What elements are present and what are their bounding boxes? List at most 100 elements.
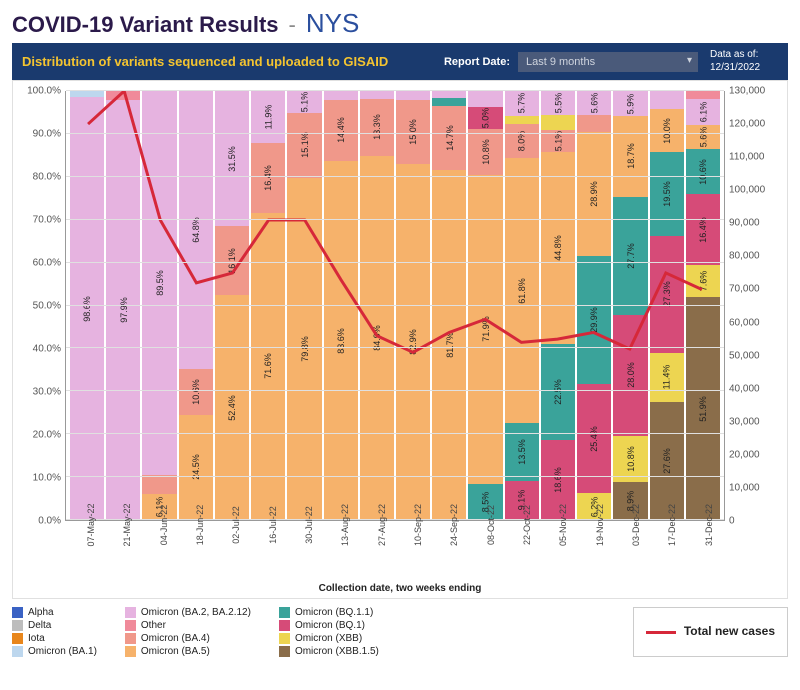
segment-label: 27.3%	[662, 281, 672, 307]
legend-item: Omicron (BQ.1.1)	[279, 607, 379, 618]
report-date-select[interactable]: Last 9 months	[518, 52, 698, 72]
segment-label: 16.4%	[263, 165, 273, 191]
segment-label: 11.4%	[662, 365, 672, 390]
x-axis-label: Collection date, two weeks ending	[19, 583, 781, 594]
legend-item: Omicron (BA.5)	[125, 646, 251, 657]
y-axis-right: 010,00020,00030,00040,00050,00060,00070,…	[725, 91, 781, 521]
bar-segment: 79.8%	[287, 178, 321, 520]
panel-header: Distribution of variants sequenced and u…	[12, 43, 788, 80]
y-left-tick: 50.0%	[33, 301, 61, 312]
segment-label: 10.8%	[481, 139, 491, 165]
bar-column: 14.7%81.7%	[432, 91, 466, 520]
y-right-tick: 40,000	[729, 383, 760, 394]
bar-segment: 71.6%	[251, 213, 285, 520]
y-right-tick: 20,000	[729, 449, 760, 460]
bar-segment: 61.8%	[505, 158, 539, 423]
bar-segment: 8.0%	[505, 124, 539, 158]
segment-label: 13.5%	[517, 439, 527, 465]
bar-column: 89.5%6.1%	[142, 91, 176, 520]
bars-group: 98.6%97.9%89.5%6.1%64.8%10.6%24.5%31.5%1…	[66, 91, 724, 520]
y-left-tick: 100.0%	[27, 86, 61, 97]
segment-label: 31.5%	[227, 146, 237, 172]
legend-label: Omicron (XBB)	[295, 633, 362, 644]
segment-label: 71.9%	[481, 317, 491, 343]
segment-label: 51.9%	[698, 396, 708, 422]
segment-label: 71.6%	[263, 354, 273, 380]
segment-label: 25.4%	[589, 426, 599, 452]
bar-column: 97.9%	[106, 91, 140, 520]
segment-label: 27.7%	[625, 243, 635, 269]
bar-segment: 7.6%	[686, 265, 720, 298]
bar-segment: 10.8%	[613, 436, 647, 482]
bar-segment: 81.7%	[432, 170, 466, 520]
y-right-tick: 70,000	[729, 284, 760, 295]
segment-label: 15.1%	[299, 133, 309, 159]
x-tick-label: 16-Jul-22	[268, 506, 278, 544]
segment-label: 16.4%	[698, 217, 708, 243]
bar-column: 31.5%16.1%52.4%	[215, 91, 249, 520]
bar-segment: 29.9%	[577, 256, 611, 384]
bar-segment: 22.5%	[541, 344, 575, 441]
legend-swatch	[125, 620, 136, 631]
y-left-tick: 10.0%	[33, 473, 61, 484]
segment-label: 5.6%	[698, 127, 708, 148]
y-left-tick: 40.0%	[33, 344, 61, 355]
bar-segment: 27.3%	[650, 236, 684, 353]
bar-column: 15.0%82.9%	[396, 91, 430, 520]
legend-label: Alpha	[28, 607, 54, 618]
x-tick-label: 05-Nov-22	[558, 504, 568, 546]
segment-label: 82.9%	[408, 329, 418, 355]
x-tick: 16-Jul-22	[251, 521, 285, 581]
bar-segment	[324, 91, 358, 100]
x-tick: 03-Dec-22	[614, 521, 648, 581]
bar-segment: 14.4%	[324, 100, 358, 162]
legend-label: Omicron (BA.2, BA.2.12)	[141, 607, 251, 618]
x-tick: 17-Dec-22	[650, 521, 684, 581]
bar-segment: 71.9%	[468, 175, 502, 483]
bar-column: 6.1% 5.6% 10.6% 16.4% 7.6% 51.9%	[686, 91, 720, 520]
legend-swatch	[12, 620, 23, 631]
report-date-block: Report Date: Last 9 months	[444, 52, 698, 72]
bar-segment: 10.6%	[179, 369, 213, 414]
x-tick: 18-Jun-22	[178, 521, 212, 581]
x-tick-label: 04-Jun-22	[159, 505, 169, 546]
y-left-tick: 20.0%	[33, 430, 61, 441]
grid-line	[66, 433, 724, 434]
bar-column: 5.5%5.1%44.8%22.5%18.6%	[541, 91, 575, 520]
segment-label: 6.1%	[698, 102, 708, 123]
x-tick-label: 07-May-22	[86, 503, 96, 546]
x-tick-label: 08-Oct-22	[486, 505, 496, 545]
bar-segment: 13.3%	[360, 99, 394, 156]
segment-label: 19.5%	[662, 181, 672, 207]
bar-segment	[686, 91, 720, 99]
grid-line	[66, 262, 724, 263]
x-tick: 31-Dec-22	[687, 521, 721, 581]
chart-container: 0.0%10.0%20.0%30.0%40.0%50.0%60.0%70.0%8…	[12, 80, 788, 599]
legend-line-text-1: Total new cases	[684, 625, 775, 639]
legend: AlphaDeltaIotaOmicron (BA.1)Omicron (BA.…	[12, 607, 788, 657]
segment-label: 29.9%	[589, 308, 599, 334]
legend-item: Omicron (BQ.1)	[279, 620, 379, 631]
bar-column: 98.6%	[70, 91, 104, 520]
x-tick: 21-May-22	[105, 521, 139, 581]
bar-segment: 10.8%	[468, 129, 502, 175]
segment-label: 5.0%	[481, 108, 491, 129]
y-right-tick: 90,000	[729, 218, 760, 229]
segment-label: 44.8%	[553, 235, 563, 261]
bar-segment: 10.6%	[686, 149, 720, 194]
plot-area: 98.6%97.9%89.5%6.1%64.8%10.6%24.5%31.5%1…	[65, 91, 725, 521]
segment-label: 14.4%	[336, 118, 346, 144]
legend-label: Omicron (BQ.1)	[295, 620, 365, 631]
x-tick: 24-Sep-22	[432, 521, 466, 581]
grid-line	[66, 390, 724, 391]
segment-label: 10.6%	[698, 159, 708, 185]
y-right-tick: 0	[729, 516, 735, 527]
y-left-tick: 90.0%	[33, 129, 61, 140]
x-tick: 19-Nov-22	[578, 521, 612, 581]
bar-segment	[360, 91, 394, 99]
legend-line-item: Total new cases	[633, 607, 788, 657]
bar-segment: 19.5%	[650, 152, 684, 236]
bar-segment	[505, 116, 539, 124]
bar-segment: 31.5%	[215, 91, 249, 226]
x-axis: 07-May-2221-May-2204-Jun-2218-Jun-2202-J…	[65, 521, 725, 581]
